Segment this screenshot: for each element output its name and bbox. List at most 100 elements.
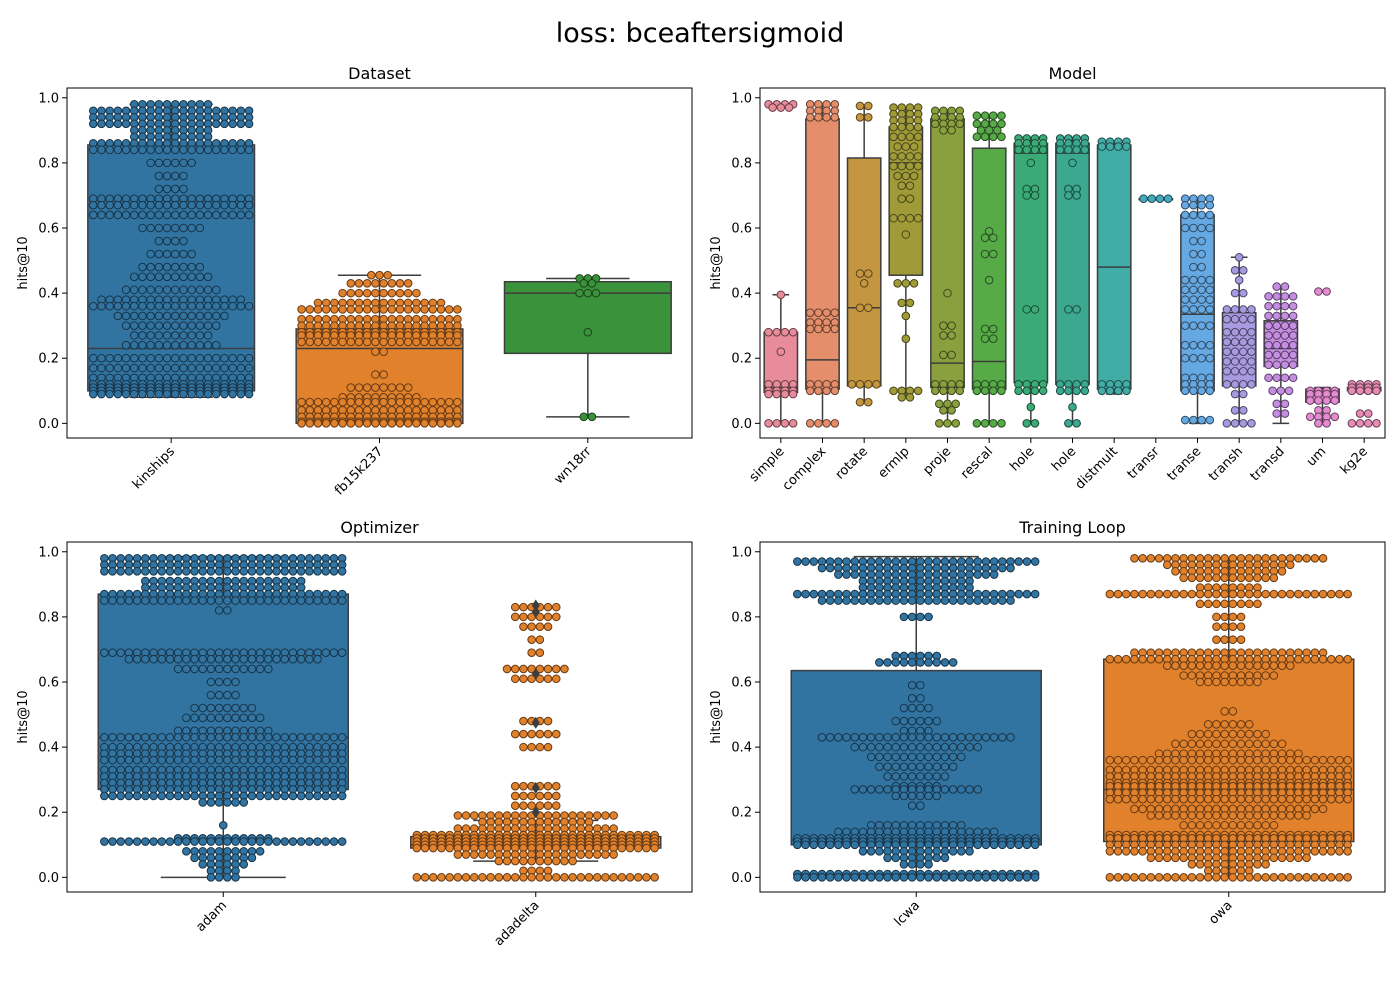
swarm-point <box>1187 820 1197 830</box>
swarm-point <box>206 733 216 742</box>
swarm-point <box>948 873 958 882</box>
swarm-point <box>296 567 306 576</box>
swarm-point <box>157 596 167 605</box>
swarm-point <box>211 210 221 220</box>
swarm-point <box>280 733 290 742</box>
swarm-point <box>965 785 974 794</box>
swarm-point <box>247 837 257 846</box>
swarm-point <box>1187 755 1197 765</box>
swarm-point <box>1130 804 1139 814</box>
box-group-kinships <box>87 99 256 399</box>
swarm-point <box>88 145 98 155</box>
swarm-point <box>1162 873 1172 882</box>
swarm-point <box>1343 654 1352 664</box>
swarm-owa <box>1105 553 1352 882</box>
y-tick-label: 0.8 <box>38 156 59 171</box>
swarm-point <box>211 301 221 311</box>
swarm-point <box>924 596 933 605</box>
swarm-point <box>469 873 479 882</box>
swarm-point <box>1272 409 1282 418</box>
swarm-point <box>214 654 224 664</box>
swarm-point <box>1097 386 1107 396</box>
swarm-point <box>1171 567 1180 576</box>
y-tick-label: 0.4 <box>38 287 59 302</box>
swarm-point <box>129 331 139 340</box>
swarm-point <box>939 331 948 340</box>
swarm-point <box>997 386 1006 396</box>
swarm-point <box>170 301 180 311</box>
swarm-point <box>231 654 240 664</box>
swarm-point <box>124 733 134 742</box>
swarm-point <box>214 677 224 687</box>
swarm-point <box>519 664 528 674</box>
swarm-point <box>162 236 172 246</box>
y-axis-label: hits@10 <box>709 236 724 289</box>
swarm-point <box>1189 295 1198 304</box>
swarm-point <box>297 305 306 314</box>
swarm-point <box>247 567 257 576</box>
swarm-point <box>793 840 802 850</box>
swarm-point <box>1261 589 1270 599</box>
swarm-point <box>195 272 205 282</box>
y-tick-label: 0.0 <box>731 871 752 886</box>
swarm-point <box>1180 353 1190 363</box>
swarm-point <box>1205 386 1215 396</box>
swarm-point <box>858 847 868 856</box>
swarm-point <box>1022 305 1032 314</box>
swarm-point <box>255 654 265 664</box>
swarm-point <box>817 563 827 573</box>
swarm-point <box>338 305 347 314</box>
swarm-point <box>1230 288 1240 298</box>
swarm-point <box>1335 755 1344 765</box>
swarm-point <box>272 567 281 576</box>
swarm-point <box>1203 794 1213 804</box>
swarm-point <box>1277 589 1287 599</box>
swarm-point <box>239 755 249 765</box>
swarm-point <box>146 301 155 311</box>
swarm-point <box>346 419 356 428</box>
swarm-point <box>1212 612 1221 622</box>
swarm-point <box>203 145 213 155</box>
swarm-point <box>1253 573 1262 583</box>
swarm-point <box>255 664 265 674</box>
swarm-point <box>1238 379 1248 389</box>
swarm-point <box>1236 635 1246 644</box>
y-tick-label: 0.2 <box>731 352 752 367</box>
swarm-point <box>162 158 172 168</box>
swarm-point <box>190 664 199 674</box>
swarm-point <box>211 200 221 210</box>
swarm-point <box>173 567 183 576</box>
swarm-point <box>855 101 865 111</box>
swarm-point <box>866 847 876 856</box>
swarm-point <box>1130 755 1139 765</box>
swarm-point <box>206 664 216 674</box>
swarm-point <box>1355 386 1365 396</box>
swarm-point <box>1105 873 1115 882</box>
swarm-point <box>916 791 925 801</box>
swarm-point <box>1228 755 1238 765</box>
swarm-point <box>907 693 917 703</box>
swarm-point <box>1253 661 1262 671</box>
swarm-point <box>141 755 150 765</box>
swarm-point <box>1026 158 1036 168</box>
swarm-point <box>187 389 196 399</box>
swarm-point <box>1220 677 1229 687</box>
swarm-point <box>932 853 942 863</box>
swarm-point <box>817 596 827 605</box>
swarm-point <box>1121 873 1131 882</box>
swarm-point <box>157 567 167 576</box>
swarm-point <box>1238 288 1248 298</box>
swarm-point <box>162 301 172 311</box>
swarm-point <box>1080 386 1090 396</box>
swarm-point <box>1138 553 1147 563</box>
y-tick-label: 0.6 <box>38 676 59 691</box>
swarm-point <box>138 363 147 373</box>
swarm-point <box>97 210 106 220</box>
swarm-point <box>793 873 802 882</box>
swarm-point <box>1121 589 1131 599</box>
swarm-point <box>897 213 907 223</box>
swarm-point <box>223 798 232 807</box>
swarm-point <box>228 200 237 210</box>
swarm-point <box>170 363 180 373</box>
swarm-point <box>1179 794 1188 804</box>
